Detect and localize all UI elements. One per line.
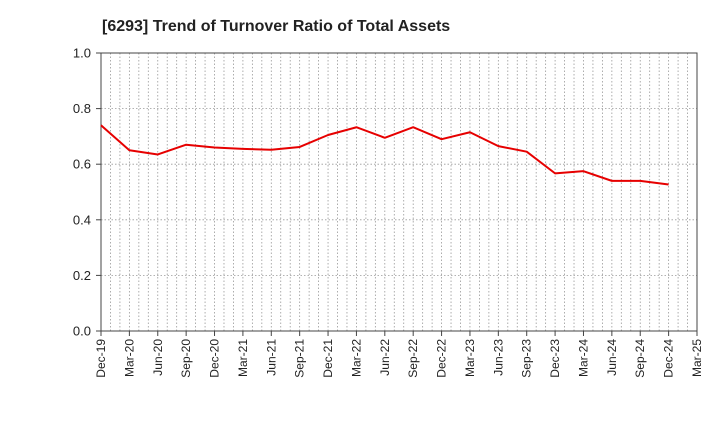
x-tick-label: Sep-23: [520, 339, 534, 378]
x-tick-label: Dec-19: [94, 339, 108, 378]
x-tick-label: Dec-22: [435, 339, 449, 378]
x-tick-label: Mar-23: [463, 339, 477, 377]
x-tick-label: Mar-20: [122, 339, 136, 377]
y-tick-label: 0.8: [73, 101, 91, 116]
x-tick-label: Dec-24: [662, 339, 676, 378]
x-tick-label: Jun-22: [378, 339, 392, 376]
x-tick-label: Dec-21: [321, 339, 335, 378]
x-axis: Dec-19 Mar-20 Jun-20 Sep-20 Dec-20 Mar-21 Jun-…: [94, 331, 704, 378]
x-tick-label: Sep-24: [633, 339, 647, 378]
y-tick-label: 0.6: [73, 157, 91, 172]
x-tick-label: Dec-20: [208, 339, 222, 378]
x-tick-label: Sep-20: [179, 339, 193, 378]
plot-frame: [100, 52, 698, 332]
x-tick-label: Jun-24: [605, 339, 619, 376]
x-tick-label: Jun-23: [491, 339, 505, 376]
y-tick-label: 0.0: [73, 324, 91, 339]
chart-title: [6293] Trend of Turnover Ratio of Total …: [102, 18, 450, 35]
y-tick-label: 1.0: [73, 46, 91, 61]
x-tick-label: Jun-20: [151, 339, 165, 376]
x-tick-label: Sep-21: [293, 339, 307, 378]
x-tick-label: Mar-24: [576, 339, 590, 377]
series-group: [100, 124, 669, 186]
x-tick-label: Mar-21: [236, 339, 250, 377]
x-tick-label: Sep-22: [406, 339, 420, 378]
y-axis: 0.0 0.2 0.4 0.6 0.8 1.0: [73, 46, 101, 339]
y-tick-label: 0.2: [73, 268, 91, 283]
y-tick-label: 0.4: [73, 212, 91, 227]
x-tick-label: Jun-21: [264, 339, 278, 376]
grid: [101, 53, 697, 331]
x-tick-label: Dec-23: [548, 339, 562, 378]
x-tick-label: Mar-22: [349, 339, 363, 377]
x-tick-label: Mar-25: [690, 339, 704, 377]
